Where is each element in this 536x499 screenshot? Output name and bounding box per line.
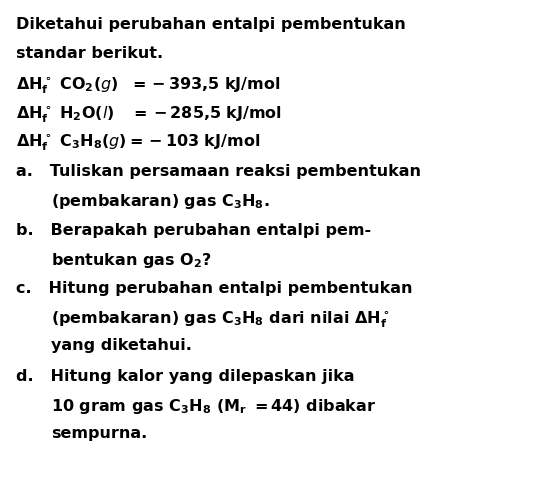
Text: yang diketahui.: yang diketahui. — [51, 338, 192, 353]
Text: c.   Hitung perubahan entalpi pembentukan: c. Hitung perubahan entalpi pembentukan — [16, 281, 413, 296]
Text: a.   Tuliskan persamaan reaksi pembentukan: a. Tuliskan persamaan reaksi pembentukan — [16, 164, 421, 179]
Text: (pembakaran) gas $\mathbf{C_3H_8}$.: (pembakaran) gas $\mathbf{C_3H_8}$. — [51, 192, 270, 211]
Text: d.   Hitung kalor yang dilepaskan jika: d. Hitung kalor yang dilepaskan jika — [16, 369, 355, 384]
Text: b.   Berapakah perubahan entalpi pem-: b. Berapakah perubahan entalpi pem- — [16, 223, 371, 238]
Text: Diketahui perubahan entalpi pembentukan: Diketahui perubahan entalpi pembentukan — [16, 17, 406, 32]
Text: (pembakaran) gas $\mathbf{C_3H_8}$ dari nilai $\mathbf{\Delta H_f^\circ}$: (pembakaran) gas $\mathbf{C_3H_8}$ dari … — [51, 310, 390, 330]
Text: standar berikut.: standar berikut. — [16, 46, 163, 61]
Text: sempurna.: sempurna. — [51, 426, 147, 441]
Text: 10 gram gas $\mathbf{C_3H_8}$ ($\mathbf{M_r}$ $\mathbf{= 44}$) dibakar: 10 gram gas $\mathbf{C_3H_8}$ ($\mathbf{… — [51, 397, 376, 416]
Text: $\mathbf{\Delta}$$\mathbf{H_f^\circ}$ $\mathbf{CO_2}$$\mathbf{(}$$\mathit{g}$$\m: $\mathbf{\Delta}$$\mathbf{H_f^\circ}$ $\… — [16, 76, 280, 96]
Text: $\mathbf{\Delta}$$\mathbf{H_f^\circ}$ $\mathbf{H_2O(}$$\mathit{l}$$\mathbf{)}$  : $\mathbf{\Delta}$$\mathbf{H_f^\circ}$ $\… — [16, 104, 282, 125]
Text: $\mathbf{\Delta}$$\mathbf{H_f^\circ}$ $\mathbf{C_3H_8(}$$\mathit{g}$$\mathbf{) =: $\mathbf{\Delta}$$\mathbf{H_f^\circ}$ $\… — [16, 133, 260, 153]
Text: bentukan gas $\mathbf{O_2}$?: bentukan gas $\mathbf{O_2}$? — [51, 251, 212, 270]
